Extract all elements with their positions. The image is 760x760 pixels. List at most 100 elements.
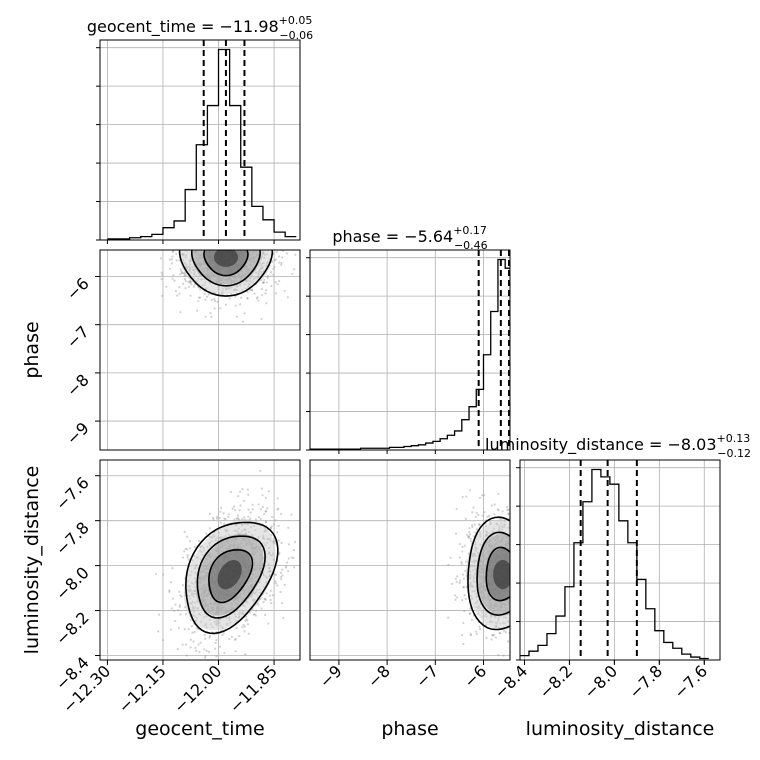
scatter-point: [527, 527, 529, 529]
scatter-point: [257, 503, 260, 506]
scatter-point: [220, 230, 222, 232]
scatter-point: [215, 517, 219, 520]
scatter-point: [520, 571, 522, 573]
scatter-point: [529, 578, 531, 580]
scatter-point: [216, 300, 219, 304]
scatter-point: [181, 247, 183, 249]
scatter-point: [493, 633, 496, 637]
scatter-point: [180, 271, 184, 274]
scatter-point: [246, 296, 249, 300]
scatter-point: [521, 536, 523, 538]
scatter-point: [230, 247, 232, 249]
scatter-point: [219, 235, 221, 237]
scatter-point: [522, 547, 524, 549]
scatter-point: [247, 213, 249, 215]
scatter-point: [511, 622, 513, 624]
scatter-point: [197, 216, 199, 218]
scatter-point: [252, 231, 254, 233]
scatter-point: [241, 220, 243, 222]
scatter-point: [233, 229, 235, 231]
scatter-point: [301, 570, 303, 572]
scatter-point: [205, 649, 208, 652]
scatter-point: [516, 534, 518, 536]
scatter-point: [517, 532, 519, 534]
scatter-point: [217, 245, 219, 247]
scatter-point: [521, 546, 523, 548]
scatter-point: [185, 654, 188, 657]
scatter-point: [214, 220, 216, 222]
scatter-point: [208, 636, 211, 639]
scatter-point: [527, 512, 529, 514]
scatter-point: [226, 245, 228, 247]
scatter-point: [535, 518, 537, 520]
title-geocent-time-sub: −0.06: [279, 29, 313, 42]
scatter-point: [515, 533, 517, 535]
scatter-point: [179, 613, 182, 616]
scatter-point: [161, 273, 164, 276]
scatter-point: [222, 246, 224, 248]
scatter-point: [210, 245, 212, 247]
scatter-point: [497, 509, 500, 512]
scatter-point: [283, 245, 285, 247]
scatter-point: [517, 559, 519, 561]
scatter-point: [259, 241, 261, 243]
scatter-point: [551, 584, 553, 586]
scatter-point: [262, 281, 265, 284]
scatter-point: [241, 232, 243, 234]
scatter-point: [206, 243, 208, 245]
scatter-point: [542, 555, 544, 557]
scatter-point: [536, 608, 538, 610]
scatter-point: [228, 223, 230, 225]
scatter-point: [275, 251, 278, 254]
scatter-point: [270, 602, 273, 605]
scatter-point: [511, 593, 513, 595]
scatter-point: [539, 596, 541, 598]
scatter-point: [195, 247, 197, 249]
scatter-point: [190, 233, 192, 235]
scatter-point: [460, 562, 463, 565]
scatter-point: [246, 225, 248, 227]
scatter-point: [462, 621, 465, 625]
scatter-point: [285, 561, 289, 564]
scatter-point: [258, 247, 260, 249]
scatter-point: [215, 242, 217, 244]
scatter-point: [529, 554, 531, 556]
scatter-point: [516, 611, 518, 613]
scatter-point: [468, 530, 471, 534]
scatter-point: [526, 578, 528, 580]
scatter-point: [306, 530, 308, 532]
scatter-point: [212, 516, 215, 519]
scatter-point: [535, 614, 537, 616]
scatter-point: [526, 536, 528, 538]
scatter-point: [262, 600, 265, 604]
scatter-point: [257, 603, 260, 606]
scatter-point: [515, 579, 517, 581]
scatter-point: [239, 504, 242, 507]
scatter-point: [172, 609, 176, 612]
contour-2-3: [467, 516, 510, 631]
scatter-point: [257, 237, 259, 239]
scatter-point: [210, 230, 212, 232]
scatter-point: [209, 237, 211, 239]
scatter-point: [537, 557, 539, 559]
scatter-point: [181, 584, 184, 587]
scatter-point: [529, 605, 531, 607]
scatter-point: [512, 559, 514, 561]
scatter-point: [542, 599, 544, 601]
scatter-point: [266, 240, 268, 242]
scatter-point: [469, 537, 472, 540]
scatter-point: [263, 598, 266, 601]
x-tick-label-luminosity-distance: −8.4: [490, 661, 531, 702]
scatter-point: [490, 504, 493, 507]
scatter-point: [527, 571, 529, 573]
scatter-point: [513, 567, 515, 569]
scatter-point: [515, 549, 517, 551]
scatter-point: [488, 683, 490, 685]
scatter-point: [515, 593, 517, 595]
scatter-point: [176, 294, 179, 297]
scatter-point: [260, 487, 264, 490]
scatter-point: [260, 238, 262, 240]
scatter-point: [547, 578, 549, 580]
scatter-point: [229, 490, 233, 494]
scatter-point: [217, 248, 219, 250]
